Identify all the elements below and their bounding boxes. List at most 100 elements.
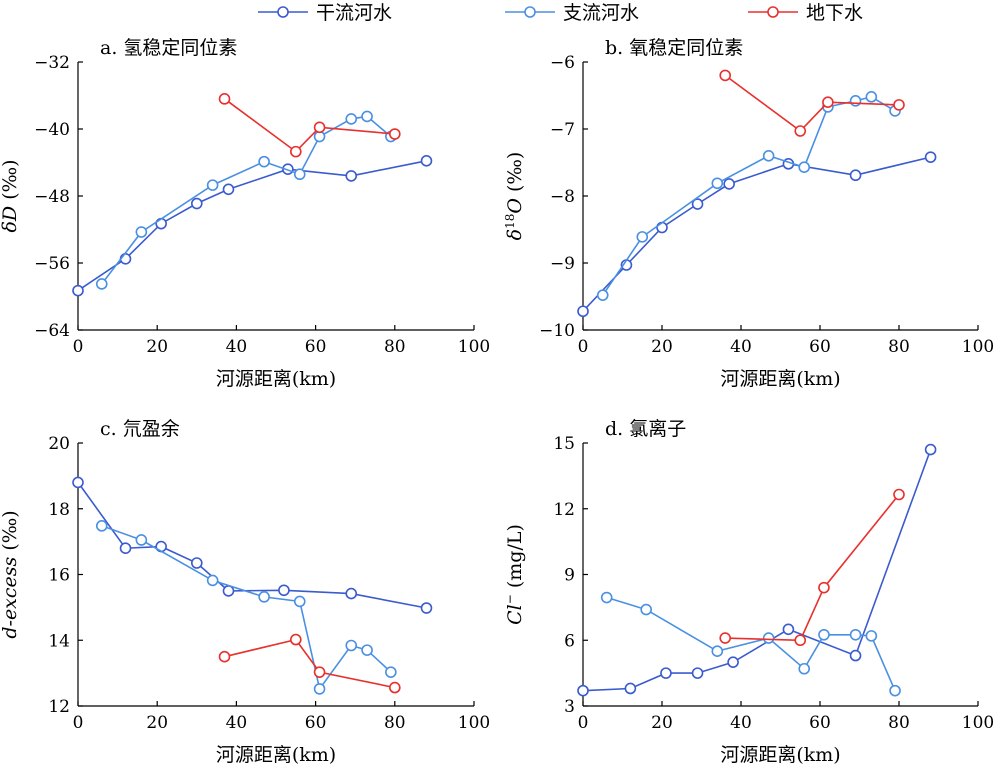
- x-tick-label: 0: [578, 337, 589, 357]
- data-point: [849, 169, 862, 182]
- series-2: [719, 69, 905, 137]
- data-point: [924, 443, 937, 456]
- data-point: [711, 645, 724, 658]
- y-tick-label: 12: [553, 500, 575, 520]
- y-tick-label: −6: [550, 53, 575, 73]
- x-tick-label: 20: [146, 337, 168, 357]
- data-point: [798, 662, 811, 675]
- y-tick-label: −64: [34, 321, 70, 341]
- y-axis-label: d-excess (‰): [0, 510, 21, 638]
- series-1: [596, 91, 901, 301]
- y-tick-label: −32: [34, 53, 70, 73]
- data-point: [72, 476, 84, 489]
- panel-title: d. 氯离子: [605, 418, 686, 440]
- x-axis-label: 河源距离(km): [720, 744, 840, 766]
- y-tick-label: −8: [550, 187, 575, 207]
- series-1: [600, 591, 901, 697]
- data-point: [218, 650, 231, 663]
- y-tick-label: 16: [48, 566, 70, 586]
- data-point: [313, 666, 326, 678]
- series-0: [72, 155, 433, 297]
- data-point: [155, 217, 167, 230]
- data-point: [345, 170, 358, 182]
- data-point: [794, 634, 807, 647]
- y-tick-label: 12: [48, 697, 70, 717]
- data-point: [577, 305, 589, 318]
- data-point: [135, 226, 148, 238]
- data-point: [794, 125, 807, 137]
- x-tick-label: 80: [384, 337, 406, 357]
- data-point: [258, 591, 270, 603]
- x-tick-label: 100: [458, 337, 490, 357]
- x-tick-label: 40: [226, 713, 248, 733]
- legend-marker-2: [767, 6, 779, 18]
- series-0: [577, 443, 937, 697]
- data-point: [762, 150, 775, 162]
- data-point: [762, 632, 775, 644]
- data-point: [289, 633, 302, 646]
- series-line: [101, 115, 392, 285]
- legend-label-2: 地下水: [806, 2, 863, 24]
- series-line: [725, 493, 900, 642]
- series-line: [224, 638, 395, 689]
- data-point: [893, 488, 905, 501]
- data-point: [218, 93, 231, 105]
- x-tick-label: 80: [888, 713, 910, 733]
- data-point: [313, 121, 326, 134]
- series-2: [218, 633, 401, 694]
- data-point: [278, 584, 290, 597]
- data-point: [289, 145, 302, 158]
- chart-panels: 0 20 40 60 80 100−32−40−48−56−64a. 氢稳定同位素河源距离…: [0, 37, 994, 766]
- x-tick-label: 60: [305, 337, 327, 357]
- data-point: [388, 128, 401, 140]
- data-point: [727, 656, 739, 668]
- x-tick-label: 40: [730, 337, 752, 357]
- data-point: [293, 595, 306, 608]
- data-point: [849, 95, 862, 107]
- x-tick-label: 100: [962, 337, 994, 357]
- x-tick-label: 0: [73, 713, 84, 733]
- x-tick-label: 0: [73, 337, 84, 357]
- y-tick-label: 9: [564, 566, 575, 586]
- y-label-superscript: −: [503, 594, 517, 604]
- data-point: [889, 684, 901, 697]
- legend-marker-1: [524, 6, 536, 18]
- y-label-prefix: δ: [504, 229, 526, 240]
- data-point: [865, 91, 878, 103]
- data-point: [818, 628, 830, 641]
- data-point: [893, 99, 905, 111]
- data-point: [388, 681, 401, 694]
- data-point: [361, 644, 373, 656]
- data-point: [596, 289, 609, 301]
- series-line: [582, 156, 931, 312]
- y-label-variable: D: [0, 206, 21, 222]
- data-point: [206, 179, 219, 191]
- y-label-variable: d-excess: [0, 556, 21, 638]
- y-label-variable: O: [504, 198, 526, 214]
- y-tick-label: −7: [550, 120, 575, 140]
- legend: 干流河水 支流河水 地下水: [258, 2, 863, 24]
- x-tick-label: 100: [458, 713, 490, 733]
- data-point: [719, 69, 732, 82]
- data-point: [660, 667, 672, 679]
- data-point: [420, 602, 433, 614]
- y-tick-label: −9: [550, 254, 575, 274]
- x-tick-label: 80: [384, 713, 406, 733]
- chart-panel-1: 0 20 40 60 80 100 −6 −7 −8 −9 −10 b. 氧稳定同位素河源距离(km)…: [503, 37, 994, 390]
- data-point: [119, 253, 132, 265]
- data-point: [135, 534, 148, 546]
- y-label-superscript: 18: [503, 214, 517, 229]
- series-line: [101, 525, 392, 691]
- chart-panel-0: 0 20 40 60 80 100 −32 −40 −48 −56 −64 a. 氢稳定同位素河源距离…: [0, 37, 490, 390]
- y-label-unit: (‰): [0, 159, 21, 205]
- data-point: [723, 178, 735, 190]
- legend-label-1: 支流河水: [563, 2, 639, 24]
- data-point: [782, 623, 795, 636]
- panel-title: a. 氢稳定同位素: [100, 37, 237, 59]
- data-point: [345, 113, 358, 125]
- data-point: [420, 155, 433, 167]
- data-point: [798, 161, 811, 173]
